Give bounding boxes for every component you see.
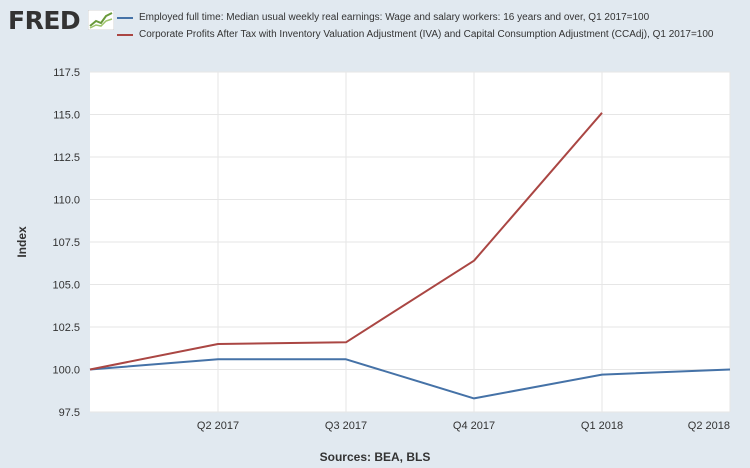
x-tick-label: Q3 2017 (325, 420, 367, 432)
sources-note: Sources: BEA, BLS (319, 450, 431, 464)
y-tick-label: 110.0 (53, 195, 80, 207)
y-axis-ticks: 97.5 100.0 102.5 105.0 107.5 110.0 112.5 115.0 1… (52, 67, 80, 419)
series-line-2[interactable] (89, 112, 603, 371)
legend-swatch-profits (117, 34, 133, 36)
y-tick-label: 97.5 (59, 407, 80, 419)
y-tick-label: 115.0 (53, 110, 80, 122)
x-tick-label: Q2 2018 (688, 420, 730, 432)
y-tick-label: 100.0 (52, 365, 80, 377)
y-tick-label: 117.5 (53, 67, 80, 79)
x-tick-label: Q1 2018 (581, 420, 623, 432)
series-line-1[interactable] (89, 358, 731, 400)
series-lines (89, 112, 731, 400)
y-tick-label: 107.5 (52, 237, 80, 249)
legend-label-earnings: Employed full time: Median usual weekly … (139, 12, 650, 23)
legend-item-earnings[interactable]: Employed full time: Median usual weekly … (117, 12, 650, 24)
y-tick-label: 102.5 (52, 322, 80, 334)
gridlines (90, 71, 731, 413)
legend-swatch-earnings (117, 17, 133, 19)
y-axis-label: Index (15, 226, 29, 258)
y-tick-label: 112.5 (53, 152, 80, 164)
x-tick-label: Q4 2017 (453, 420, 495, 432)
legend-item-profits[interactable]: Corporate Profits After Tax with Invento… (117, 29, 720, 41)
fred-logo[interactable]: FRED (8, 6, 81, 35)
y-tick-label: 105.0 (52, 280, 80, 292)
x-tick-label: Q2 2017 (197, 420, 239, 432)
fred-chart-icon (88, 10, 114, 30)
x-axis-ticks: Q2 2017 Q3 2017 Q4 2017 Q1 2018 Q2 2018 (197, 420, 730, 432)
legend-label-profits: Corporate Profits After Tax with Invento… (139, 29, 714, 40)
